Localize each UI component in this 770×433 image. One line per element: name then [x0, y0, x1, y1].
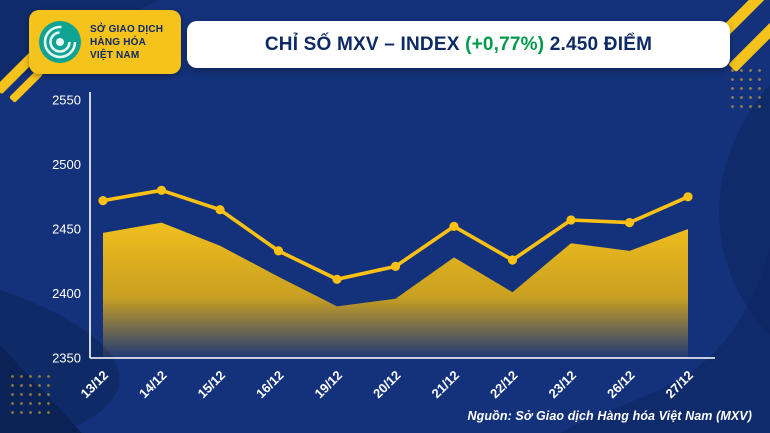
chart-title-banner: CHỈ SỐ MXV – INDEX (+0,77%) 2.450 ĐIỂM — [187, 21, 730, 68]
x-tick-label: 22/12 — [487, 368, 521, 402]
source-note: Nguồn: Sở Giao dịch Hàng hóa Việt Nam (M… — [467, 409, 752, 423]
data-point-marker — [332, 274, 342, 284]
line-series — [98, 185, 693, 284]
mxv-logo-text: SỞ GIAO DỊCH HÀNG HÓA VIỆT NAM — [90, 23, 163, 62]
x-tick-label: 23/12 — [546, 368, 580, 402]
x-tick-label: 20/12 — [370, 368, 404, 402]
chart-container: 2350 2400 2450 2500 2550 13/12 14/12 15/12 16/12… — [36, 86, 736, 416]
y-tick-label: 2550 — [52, 93, 81, 108]
x-tick-label: 19/12 — [312, 368, 346, 402]
data-point-marker — [390, 261, 401, 271]
x-tick-label: 15/12 — [195, 368, 229, 402]
chart-title-main: CHỈ SỐ MXV – INDEX — [264, 33, 466, 55]
data-point-marker — [215, 205, 225, 215]
dot-grid-pattern — [728, 66, 764, 112]
data-point-marker — [449, 221, 459, 231]
mxv-index-chart: 2350 2400 2450 2500 2550 13/12 14/12 15/12 16/12… — [52, 92, 715, 402]
y-tick-label: 2350 — [52, 351, 81, 366]
x-tick-label: 21/12 — [429, 368, 463, 402]
x-tick-label: 13/12 — [78, 368, 112, 402]
area-fill — [103, 222, 688, 358]
x-tick-label: 14/12 — [136, 368, 170, 402]
data-point-marker — [98, 196, 108, 206]
data-point-marker — [156, 185, 167, 195]
mxv-logo-icon — [39, 21, 81, 63]
logo-line: SỞ GIAO DỊCH — [90, 23, 164, 35]
chart-title-value: 2.450 ĐIỂM — [544, 33, 653, 55]
x-tick-label: 27/12 — [663, 368, 697, 402]
data-point-marker — [566, 215, 576, 225]
mxv-logo: SỞ GIAO DỊCH HÀNG HÓA VIỆT NAM — [29, 10, 181, 74]
data-point-marker — [683, 192, 693, 202]
y-tick-label: 2400 — [52, 286, 81, 301]
y-tick-label: 2450 — [52, 222, 81, 237]
area-series — [103, 222, 688, 358]
x-tick-label: 16/12 — [253, 368, 287, 402]
chart-title-change: (+0,77%) — [465, 33, 545, 55]
dot-grid-pattern — [8, 372, 56, 416]
logo-line: VIỆT NAM — [90, 49, 140, 61]
x-tick-label: 26/12 — [604, 368, 638, 402]
data-point-marker — [507, 255, 518, 265]
data-point-marker — [624, 218, 635, 228]
logo-line: HÀNG HÓA — [90, 36, 147, 48]
y-tick-label: 2500 — [52, 157, 81, 172]
chart-axes — [89, 92, 715, 359]
data-point-marker — [273, 246, 284, 256]
